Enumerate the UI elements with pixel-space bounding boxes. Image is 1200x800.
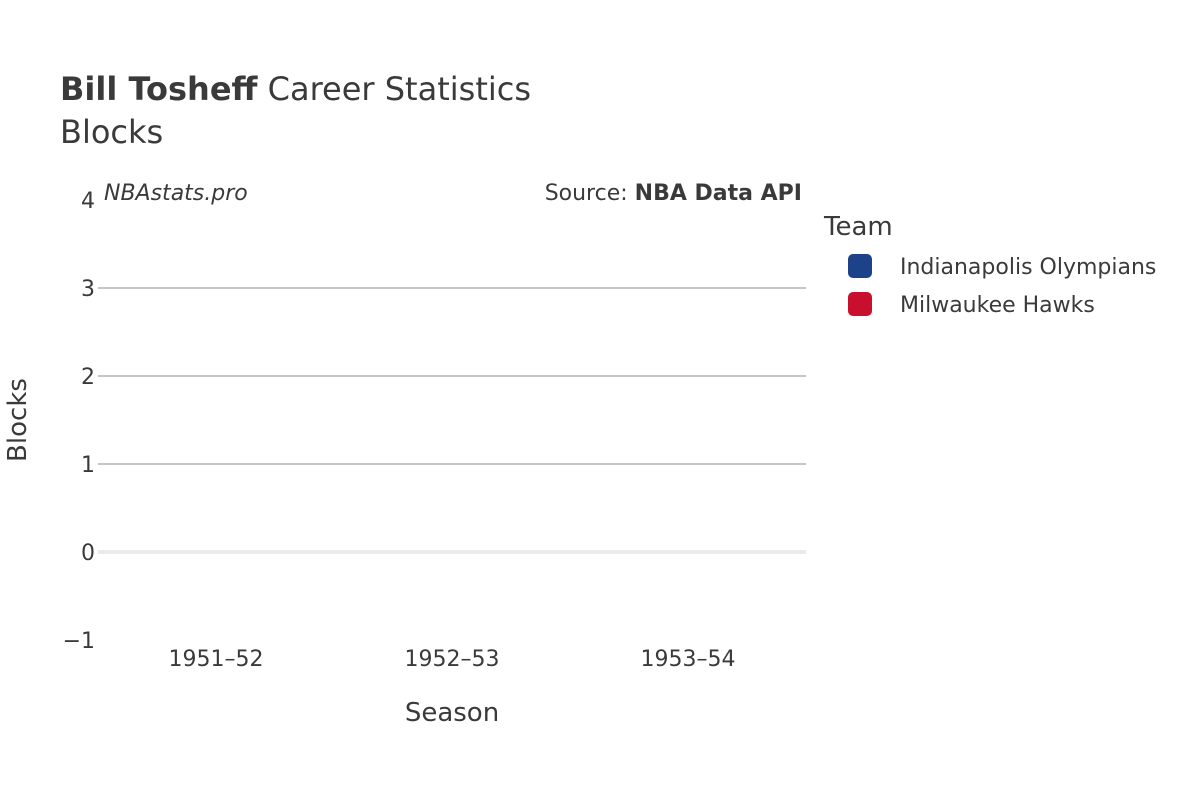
source-text: Source: NBA Data API	[545, 181, 802, 206]
y-tick-labels: −1 0 1 2 3 4	[63, 189, 95, 654]
y-tick-label: 2	[81, 365, 95, 390]
source-name: NBA Data API	[635, 181, 802, 206]
legend-label: Indianapolis Olympians	[900, 255, 1156, 280]
x-axis-label: Season	[405, 698, 499, 728]
x-tick-labels: 1951–52 1952–53 1953–54	[169, 647, 736, 672]
legend-label: Milwaukee Hawks	[900, 293, 1095, 318]
title-player-name: Bill Tosheff	[60, 70, 259, 108]
x-tick-label: 1952–53	[405, 647, 500, 672]
legend-items: Indianapolis Olympians Milwaukee Hawks	[848, 254, 1156, 318]
chart-title: Bill Tosheff Career Statistics	[60, 70, 531, 108]
watermark: NBAstats.pro	[104, 181, 248, 206]
title-rest: Career Statistics	[257, 70, 531, 108]
x-tick-label: 1953–54	[641, 647, 736, 672]
x-tick-label: 1951–52	[169, 647, 264, 672]
y-tick-label: −1	[63, 629, 95, 654]
y-tick-label: 3	[81, 277, 95, 302]
chart-subtitle: Blocks	[60, 113, 163, 151]
source-prefix: Source:	[545, 181, 635, 206]
legend: Team Indianapolis Olympians Milwaukee Haw…	[823, 212, 1156, 318]
y-tick-label: 0	[81, 541, 95, 566]
gridlines	[98, 287, 806, 554]
y-tick-label: 4	[81, 189, 95, 214]
legend-swatch	[848, 254, 872, 278]
y-tick-label: 1	[81, 453, 95, 478]
legend-title: Team	[823, 212, 893, 242]
y-axis-label: Blocks	[3, 378, 33, 462]
legend-swatch	[848, 292, 872, 316]
